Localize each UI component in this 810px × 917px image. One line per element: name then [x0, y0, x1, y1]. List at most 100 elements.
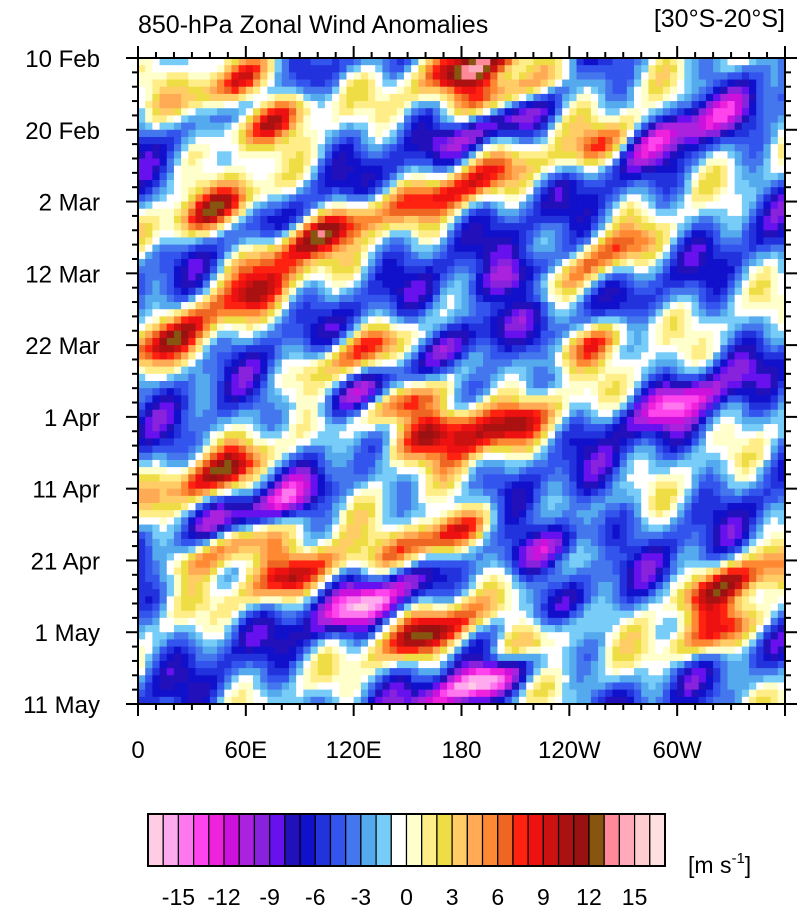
heatmap-cell [403, 201, 412, 210]
heatmap-cell [669, 108, 678, 117]
heatmap-cell [475, 402, 484, 411]
heatmap-cell [770, 337, 779, 346]
heatmap-cell [648, 409, 657, 418]
heatmap-cell [547, 151, 556, 160]
heatmap-cell [461, 129, 470, 138]
heatmap-cell [777, 273, 785, 282]
heatmap-cell [166, 287, 175, 296]
heatmap-cell [763, 208, 772, 217]
heatmap-cell [612, 395, 621, 404]
heatmap-cell [245, 86, 254, 95]
heatmap-cell [411, 122, 419, 131]
heatmap-cell [353, 316, 362, 325]
heatmap-cell [245, 144, 254, 152]
heatmap-cell [382, 409, 391, 418]
heatmap-cell [173, 237, 182, 246]
heatmap-cell [217, 359, 225, 368]
heatmap-cell [296, 208, 304, 217]
heatmap-cell [677, 208, 685, 217]
heatmap-cell [763, 345, 772, 353]
heatmap-cell [468, 230, 477, 239]
heatmap-cell [641, 381, 650, 389]
heatmap-cell [576, 158, 585, 167]
heatmap-cell [598, 215, 606, 224]
heatmap-cell [713, 373, 721, 382]
heatmap-cell [590, 280, 599, 289]
heatmap-cell [303, 438, 312, 447]
heatmap-cell [619, 244, 628, 253]
heatmap-cell [504, 244, 513, 253]
heatmap-cell [684, 108, 693, 117]
heatmap-cell [382, 373, 391, 382]
heatmap-cell [605, 115, 614, 124]
heatmap-cell [475, 316, 484, 325]
heatmap-cell [382, 445, 391, 454]
heatmap-cell [339, 223, 348, 231]
heatmap-cell [166, 251, 175, 260]
heatmap-cell [403, 172, 412, 181]
heatmap-cell [152, 65, 161, 73]
heatmap-cell [662, 223, 671, 231]
heatmap-cell [375, 187, 384, 195]
heatmap-cell [396, 144, 405, 152]
heatmap-cell [533, 373, 542, 382]
heatmap-cell [389, 431, 398, 440]
heatmap-cell [511, 208, 520, 217]
heatmap-cell [245, 237, 254, 246]
heatmap-cell [159, 101, 168, 109]
heatmap-cell [691, 208, 700, 217]
heatmap-cell [202, 366, 211, 375]
heatmap-cell [605, 86, 614, 95]
heatmap-cell [195, 201, 204, 210]
heatmap-cell [425, 452, 434, 461]
heatmap-cell [267, 273, 276, 282]
heatmap-cell [526, 409, 534, 418]
heatmap-cell [159, 122, 168, 131]
heatmap-cell [447, 230, 455, 239]
heatmap-cell [432, 194, 441, 203]
heatmap-cell [181, 158, 189, 167]
heatmap-cell [490, 445, 499, 454]
heatmap-cell [655, 431, 664, 440]
heatmap-cell [576, 402, 585, 411]
heatmap-cell [267, 65, 276, 73]
heatmap-cell [749, 108, 757, 117]
heatmap-cell [720, 302, 729, 310]
heatmap-cell [576, 151, 585, 160]
heatmap-cell [152, 337, 161, 346]
heatmap-cell [224, 244, 233, 253]
heatmap-cell [454, 201, 463, 210]
heatmap-cell [224, 180, 233, 188]
heatmap-cell [173, 58, 182, 66]
heatmap-cell [202, 122, 211, 131]
heatmap-cell [626, 151, 635, 160]
heatmap-cell [598, 416, 606, 425]
heatmap-cell [626, 101, 635, 109]
heatmap-cell [310, 373, 319, 382]
heatmap-cell [547, 101, 556, 109]
heatmap-cell [684, 266, 693, 274]
heatmap-cell [648, 373, 657, 382]
heatmap-cell [504, 381, 513, 389]
heatmap-cell [763, 302, 772, 310]
heatmap-cell [346, 122, 355, 131]
heatmap-cell [159, 201, 168, 210]
heatmap-cell [296, 416, 304, 425]
heatmap-cell [353, 201, 362, 210]
heatmap-cell [138, 65, 146, 73]
heatmap-cell [288, 93, 297, 102]
heatmap-cell [763, 72, 772, 81]
heatmap-cell [626, 431, 635, 440]
heatmap-cell [504, 108, 513, 117]
heatmap-cell [461, 337, 470, 346]
heatmap-cell [612, 359, 621, 368]
heatmap-cell [741, 373, 750, 382]
heatmap-cell [317, 330, 326, 339]
heatmap-cell [195, 258, 204, 267]
heatmap-cell [274, 280, 283, 289]
heatmap-cell [173, 409, 182, 418]
heatmap-cell [267, 323, 276, 332]
heatmap-cell [253, 101, 261, 109]
heatmap-cell [152, 122, 161, 131]
heatmap-cell [231, 65, 240, 73]
